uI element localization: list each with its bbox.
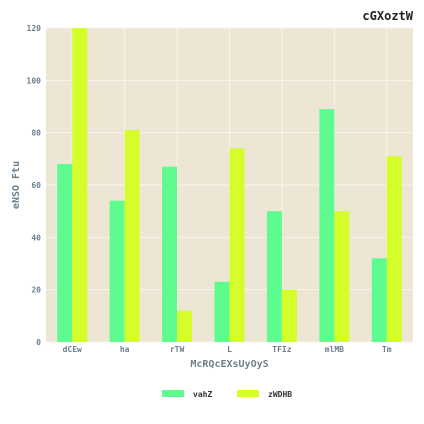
legend: vahZ zWDHB: [162, 390, 292, 399]
y-tick-label: 120: [27, 24, 42, 33]
x-tick-label: Tm: [382, 345, 392, 354]
bar-vahZ-L: [214, 281, 230, 342]
bar-zWDHB-L: [229, 148, 245, 342]
legend-label-zWDHB: zWDHB: [268, 390, 292, 399]
bars: [57, 28, 402, 342]
bar-zWDHB-TFIz: [281, 289, 297, 342]
y-tick-label: 60: [31, 181, 41, 190]
x-axis-label: McRQcEXsUyOyS: [190, 359, 268, 370]
y-axis-label: eNSO Ftu: [11, 161, 22, 209]
bar-zWDHB-Tm: [386, 156, 402, 342]
bar-vahZ-mlMB: [319, 109, 335, 342]
legend-label-vahZ: vahZ: [193, 390, 212, 399]
x-tick-label: ha: [120, 345, 130, 354]
bar-vahZ-ha: [109, 200, 125, 342]
y-tick-label: 20: [31, 286, 41, 295]
y-tick-label: 40: [31, 233, 41, 242]
legend-swatch-zWDHB: [237, 390, 259, 397]
x-tick-label: L: [227, 345, 232, 354]
x-axis-ticks: dCEw ha rTW L TFIz mlMB Tm: [63, 345, 392, 354]
chart-title: cGXoztW: [362, 9, 413, 23]
bar-zWDHB-rTW: [177, 310, 193, 342]
x-tick-label: dCEw: [63, 345, 82, 354]
bar-zWDHB-dCEw: [72, 28, 88, 342]
x-tick-label: rTW: [170, 345, 185, 354]
bar-zWDHB-ha: [124, 130, 140, 342]
bar-vahZ-TFIz: [266, 211, 282, 342]
bar-vahZ-rTW: [162, 166, 178, 342]
y-tick-label: 100: [27, 76, 42, 85]
y-tick-label: 80: [31, 129, 41, 138]
bar-zWDHB-mlMB: [334, 211, 350, 342]
legend-swatch-vahZ: [162, 390, 184, 397]
x-tick-label: mlMB: [325, 345, 344, 354]
x-tick-label: TFIz: [272, 345, 291, 354]
y-axis-ticks: 0 20 40 60 80 100 120: [27, 24, 42, 347]
bar-vahZ-dCEw: [57, 164, 73, 342]
y-tick-label: 0: [36, 338, 41, 347]
bar-vahZ-Tm: [371, 258, 387, 342]
